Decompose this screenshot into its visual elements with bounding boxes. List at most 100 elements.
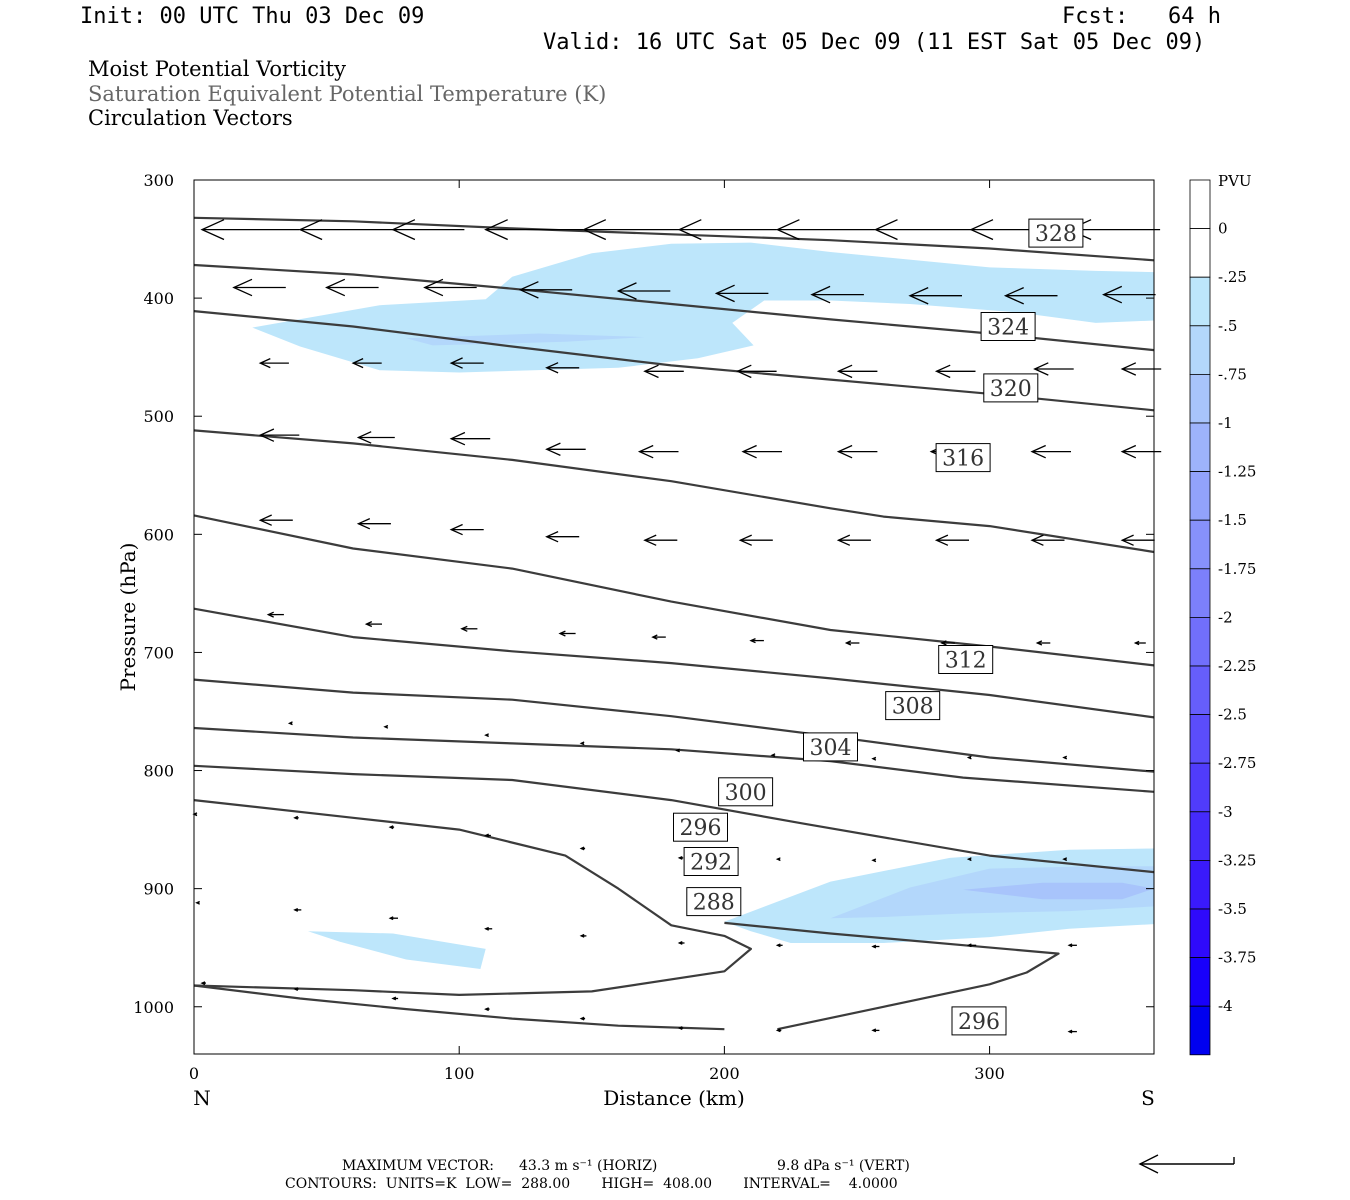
- colorbar-box: [1189, 762, 1211, 813]
- y-axis-label: Pressure (hPa): [116, 543, 140, 692]
- axes: 300 400 500 600 700 800 900 1000 0 100 200 300 Dista…: [116, 171, 1155, 1110]
- vector-arrow: [643, 534, 678, 546]
- vector-arrow: [200, 219, 300, 241]
- svg-text:316: 316: [942, 447, 984, 472]
- svg-text:320: 320: [990, 377, 1032, 402]
- vector-arrow: [484, 926, 493, 931]
- vector-arrow: [677, 856, 684, 860]
- theta-e-contour-288: [193, 984, 725, 1031]
- contour-label-304: 304: [803, 732, 858, 762]
- colorbar-box: [1189, 1005, 1211, 1056]
- vector-arrow: [518, 281, 573, 299]
- theta-e-contour-296: [193, 764, 1155, 874]
- colorbar-box: [1189, 617, 1211, 667]
- y-tick-label: 1000: [133, 998, 174, 1017]
- vector-arrow: [770, 753, 776, 758]
- vector-arrow: [579, 933, 587, 938]
- theta-e-contour-316: [193, 429, 1155, 554]
- colorbar-tick-label: -1.25: [1218, 463, 1256, 481]
- colorbar-box: [1189, 471, 1211, 521]
- colorbar-tick-label: -2.5: [1218, 706, 1247, 724]
- colorbar-box: [1189, 860, 1211, 910]
- vector-arrow: [775, 1028, 782, 1033]
- vector-arrow: [736, 364, 777, 379]
- colorbar-box: [1189, 519, 1211, 570]
- theta-e-contour-304: [193, 678, 1155, 773]
- contour-label-292: 292: [683, 847, 739, 876]
- svg-text:328: 328: [1035, 222, 1077, 247]
- vector-arrow: [484, 733, 489, 738]
- colorbar-tick-label: -1.75: [1218, 560, 1256, 578]
- y-tick-label: 900: [143, 880, 174, 899]
- vector-arrow: [579, 846, 586, 851]
- contour-label-324: 324: [980, 312, 1036, 341]
- vector-arrow: [258, 358, 289, 369]
- vector-arrow: [484, 219, 584, 241]
- vector-arrow: [1030, 444, 1071, 459]
- vector-arrow: [908, 287, 962, 305]
- forecast-hour: Fcst: 64 h: [1062, 4, 1221, 29]
- colorbar-box: [1189, 714, 1211, 764]
- colorbar-tick-label: 0: [1218, 220, 1228, 238]
- vector-arrow: [364, 621, 382, 628]
- contour-label-328: 328: [1028, 218, 1084, 248]
- contour-label-300: 300: [718, 777, 774, 807]
- vector-arrow: [258, 428, 300, 442]
- vector-arrow: [1030, 534, 1065, 546]
- valid-time: Valid: 16 UTC Sat 05 Dec 09 (11 EST Sat …: [543, 30, 1206, 55]
- colorbar-tick-label: -.75: [1218, 365, 1247, 383]
- vector-arrow: [775, 943, 783, 948]
- vector-arrow: [775, 857, 781, 862]
- vector-arrow: [940, 640, 955, 646]
- colorbar-tick-label: -4: [1218, 997, 1233, 1015]
- vector-arrow: [1033, 362, 1074, 376]
- colorbar: PVU 0 -.25 -.5 -.75 -1 -1.25 -1.5 -1.75 -2 -2.25 -2…: [1189, 172, 1256, 1056]
- vector-arrow: [449, 357, 484, 369]
- x-tick-label: 200: [709, 1064, 740, 1083]
- vector-arrow: [1133, 640, 1146, 646]
- vector-arrow: [232, 278, 286, 297]
- vector-arrow: [871, 1028, 880, 1033]
- contour-label-288: 288: [686, 887, 742, 917]
- vector-arrow: [775, 219, 875, 241]
- vector-arrow: [391, 996, 399, 1001]
- contour-label-316: 316: [935, 443, 991, 473]
- colorbar-box: [1189, 373, 1211, 424]
- y-tick-label: 600: [143, 525, 174, 544]
- theta-e-contour-312: [193, 514, 1155, 667]
- svg-text:304: 304: [810, 736, 852, 761]
- vector-arrow: [651, 634, 666, 640]
- x-axis-label: Distance (km): [603, 1086, 745, 1110]
- vector-arrow: [966, 755, 972, 760]
- vector-arrow: [579, 1016, 586, 1021]
- vector-arrow: [749, 638, 764, 644]
- mpv-region-1: [406, 333, 645, 346]
- vector-arrow: [582, 219, 682, 241]
- vector-arrow: [258, 514, 293, 526]
- colorbar-box: [1189, 665, 1211, 715]
- vector-arrow: [810, 285, 864, 304]
- vector-arrow: [558, 630, 576, 637]
- theta-e-contour-308: [193, 607, 1155, 719]
- colorbar-tick-label: -3.5: [1218, 900, 1247, 918]
- max-vector-horiz: 43.3 m s⁻¹ (HORIZ): [519, 1158, 658, 1174]
- colorbar-box: [1189, 908, 1211, 958]
- contour-label-312: 312: [938, 645, 994, 674]
- contours-info: CONTOURS: UNITS=K LOW= 288.00 HIGH= 408.…: [285, 1176, 898, 1192]
- vector-arrow: [643, 364, 684, 379]
- vector-arrow: [738, 534, 773, 546]
- colorbar-tick-label: -.25: [1218, 268, 1247, 286]
- vector-arrow: [934, 534, 969, 546]
- vector-arrow: [266, 611, 284, 618]
- vector-arrow: [637, 444, 679, 459]
- vector-arrow: [293, 908, 302, 912]
- colorbar-tick-label: -2.25: [1218, 657, 1256, 675]
- title-mpv: Moist Potential Vorticity: [88, 57, 346, 81]
- y-tick-label: 700: [143, 643, 174, 662]
- vector-arrow: [836, 444, 878, 459]
- colorbar-tick-label: -.5: [1218, 317, 1237, 335]
- vector-arrow: [966, 857, 972, 862]
- title-vectors: Circulation Vectors: [88, 106, 293, 130]
- colorbar-tick-label: -3.75: [1218, 949, 1256, 967]
- colorbar-tick-label: -1: [1218, 414, 1233, 432]
